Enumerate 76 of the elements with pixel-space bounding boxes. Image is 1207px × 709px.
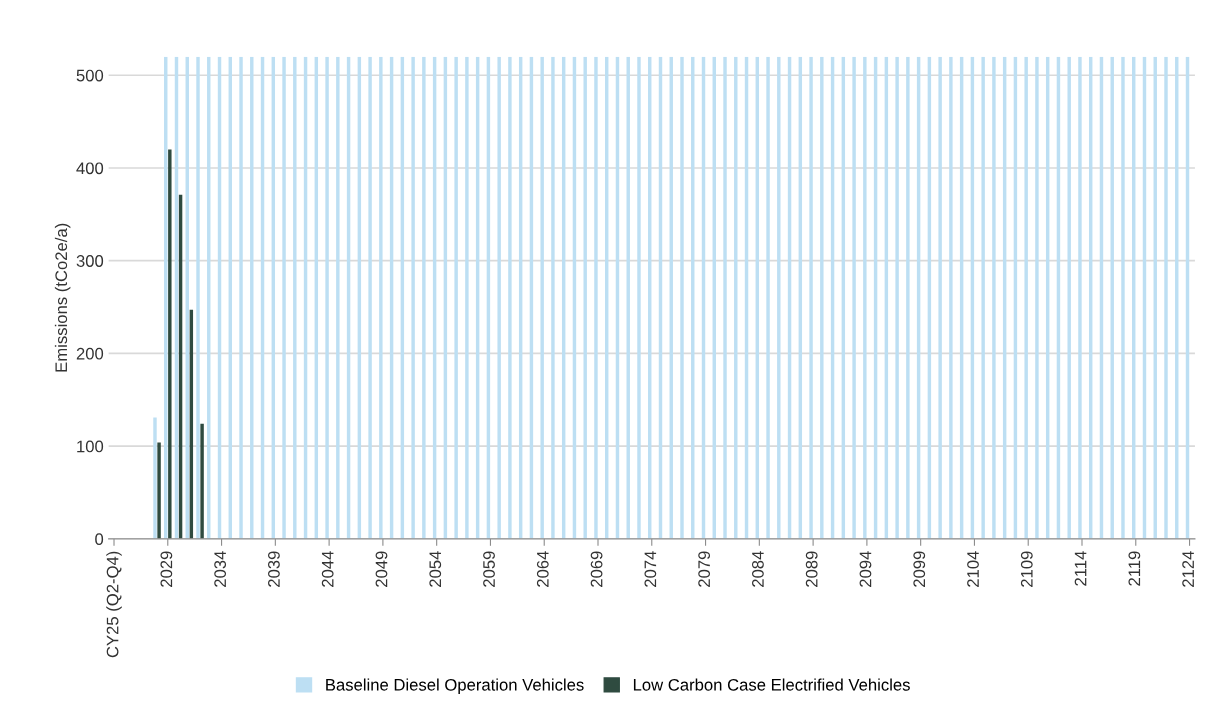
x-tick-label: 2124: [1182, 551, 1194, 587]
bar: [820, 56, 824, 539]
bar: [157, 442, 161, 539]
bar: [723, 56, 727, 539]
bar: [196, 56, 200, 539]
bar: [168, 149, 172, 539]
bar: [895, 56, 899, 539]
x-tick-label: 2084: [752, 551, 764, 587]
bar: [637, 56, 641, 539]
bar: [336, 56, 340, 539]
x-tick-label: 2079: [698, 551, 711, 587]
legend-label: Low Carbon Case Electrified Vehicles: [633, 678, 910, 691]
bar: [497, 56, 501, 539]
bar: [583, 56, 587, 539]
bar: [680, 56, 684, 539]
bar: [938, 56, 942, 539]
bar: [454, 56, 458, 539]
bar: [1024, 56, 1028, 539]
bar: [422, 56, 426, 539]
bar: [852, 56, 856, 539]
x-tick-label: 2089: [805, 551, 818, 587]
bar: [992, 56, 996, 539]
x-tick-label: 2119: [1128, 551, 1141, 586]
x-tick-label: 2059: [483, 551, 495, 587]
bar: [282, 56, 286, 539]
bar: [293, 56, 297, 539]
bar: [1110, 56, 1114, 539]
y-tick-label: 200: [76, 347, 104, 360]
bar: [777, 56, 781, 539]
bar: [250, 56, 254, 539]
bar: [906, 56, 910, 539]
y-axis-title: Emissions (tCo2e/a): [54, 223, 71, 372]
bar: [1164, 56, 1168, 539]
bar: [1035, 56, 1039, 539]
x-tick-label: 2109: [1020, 551, 1033, 587]
y-tick-label: 400: [76, 162, 104, 175]
x-tick-label: 2099: [913, 551, 926, 587]
bar: [153, 417, 157, 539]
legend-label: Baseline Diesel Operation Vehicles: [326, 678, 584, 694]
x-tick-label: 2034: [214, 551, 227, 587]
x-tick-label: 2054: [429, 551, 442, 587]
bar: [1121, 56, 1125, 539]
bar: [981, 56, 985, 539]
x-tick-label: 2064: [536, 551, 549, 587]
bar: [766, 56, 770, 539]
bar: [325, 56, 329, 539]
bar: [200, 423, 204, 539]
x-tick-label: 2074: [644, 551, 657, 587]
bar: [734, 56, 738, 539]
bar: [594, 56, 598, 539]
bar: [863, 56, 867, 539]
x-tick-label: 2039: [268, 551, 280, 587]
bar: [551, 56, 555, 539]
x-tick-label: 2104: [967, 551, 979, 587]
bar: [379, 56, 383, 539]
x-tick-label: CY25 (Q2-Q4): [106, 551, 122, 658]
bar: [949, 56, 953, 539]
y-tick-label: 100: [77, 440, 104, 453]
bar: [239, 56, 243, 539]
y-tick-label: 0: [95, 533, 104, 546]
y-tick-label: 500: [76, 69, 104, 82]
bar: [809, 56, 813, 539]
y-tick-label: 300: [76, 255, 104, 267]
bar: [1078, 56, 1082, 539]
x-tick-label: 2114: [1074, 551, 1087, 586]
bar: [540, 56, 544, 539]
bar: [411, 56, 415, 539]
x-tick-label: 2049: [375, 551, 388, 587]
bar: [465, 56, 469, 539]
bar: [508, 56, 512, 539]
bar: [1067, 56, 1071, 539]
x-tick-label: 2069: [590, 551, 603, 587]
x-tick-label: 2029: [160, 551, 173, 587]
bar: [368, 56, 372, 539]
x-tick-label: 2044: [321, 551, 334, 587]
x-tick-label: 2094: [859, 551, 872, 587]
